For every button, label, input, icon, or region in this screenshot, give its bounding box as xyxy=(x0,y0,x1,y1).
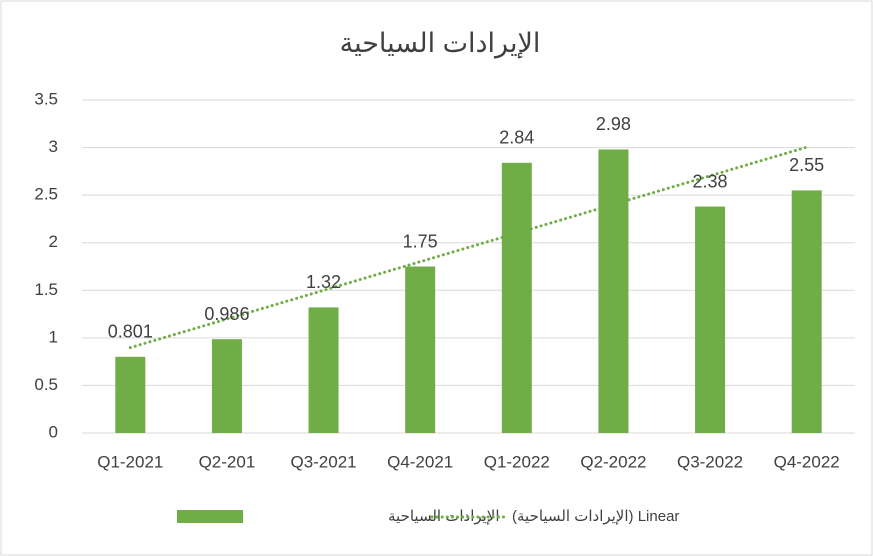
y-tick-label: 1 xyxy=(49,327,58,346)
x-tick-label: Q3-2022 xyxy=(677,452,743,471)
legend-label: Linear (الإيرادات السياحية) xyxy=(512,508,679,525)
y-tick-label: 3 xyxy=(49,137,58,156)
trendline xyxy=(128,145,809,350)
data-label: 2.84 xyxy=(499,128,534,148)
y-tick-label: 1.5 xyxy=(34,280,58,299)
data-label: 2.38 xyxy=(693,171,728,191)
y-tick-label: 2 xyxy=(49,232,58,251)
legend-label: الإيرادات السياحية xyxy=(388,508,500,525)
bar xyxy=(211,339,242,433)
bar xyxy=(695,206,726,433)
data-label: 1.32 xyxy=(306,272,341,292)
x-tick-label: Q2-201 xyxy=(199,452,256,471)
bar xyxy=(115,356,146,433)
data-label: 0.801 xyxy=(108,322,153,342)
data-label: 2.55 xyxy=(789,155,824,175)
bar xyxy=(598,149,629,433)
data-label: 0.986 xyxy=(204,304,249,324)
x-tick-label: Q1-2021 xyxy=(97,452,163,471)
y-tick-label: 3.5 xyxy=(34,89,58,108)
y-tick-label: 0.5 xyxy=(34,375,58,394)
legend-swatch xyxy=(177,510,243,523)
bar xyxy=(308,307,339,433)
bar xyxy=(501,162,532,433)
bar xyxy=(791,190,822,433)
x-tick-label: Q2-2022 xyxy=(580,452,646,471)
data-label: 2.98 xyxy=(596,114,631,134)
data-label: 1.75 xyxy=(403,231,438,251)
y-tick-label: 2.5 xyxy=(34,185,58,204)
x-tick-label: Q4-2021 xyxy=(387,452,453,471)
y-tick-label: 0 xyxy=(49,422,58,441)
x-tick-label: Q4-2022 xyxy=(774,452,840,471)
chart-title: الإيرادات السياحية xyxy=(340,28,541,59)
x-tick-label: Q1-2022 xyxy=(484,452,550,471)
x-tick-label: Q3-2021 xyxy=(290,452,356,471)
bar xyxy=(405,266,436,433)
